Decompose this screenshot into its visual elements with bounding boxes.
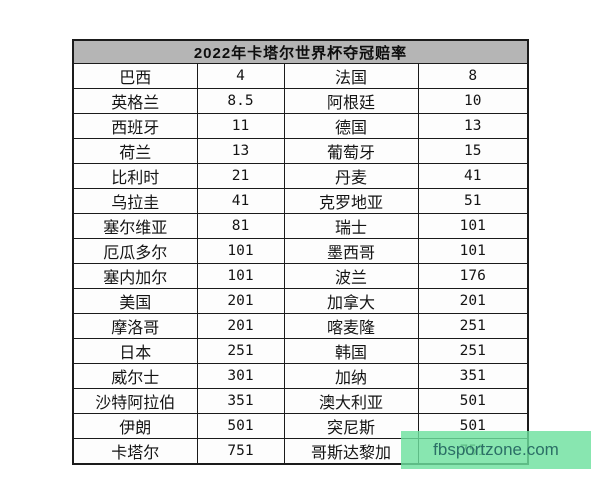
table-row: 比利时 21 丹麦 41	[72, 163, 529, 189]
team-cell: 英格兰	[72, 88, 198, 114]
team-cell: 喀麦隆	[283, 313, 419, 339]
team-cell: 沙特阿拉伯	[72, 388, 198, 414]
team-cell: 突尼斯	[283, 413, 419, 439]
odds-cell: 41	[196, 188, 285, 214]
team-cell: 德国	[283, 113, 419, 139]
table-row: 荷兰 13 葡萄牙 15	[72, 138, 529, 164]
team-cell: 荷兰	[72, 138, 198, 164]
team-cell: 哥斯达黎加	[283, 438, 419, 465]
odds-cell: 13	[417, 113, 529, 139]
odds-cell: 351	[196, 388, 285, 414]
odds-cell: 11	[196, 113, 285, 139]
odds-cell: 101	[196, 263, 285, 289]
odds-cell: 351	[417, 363, 529, 389]
odds-cell: 101	[196, 238, 285, 264]
table-row: 塞内加尔 101 波兰 176	[72, 263, 529, 289]
table-row: 摩洛哥 201 喀麦隆 251	[72, 313, 529, 339]
table-row: 乌拉圭 41 克罗地亚 51	[72, 188, 529, 214]
team-cell: 墨西哥	[283, 238, 419, 264]
table-body: 巴西 4 法国 8 英格兰 8.5 阿根廷 10 西班牙 11 德国 13 荷兰…	[72, 63, 529, 465]
table-row: 英格兰 8.5 阿根廷 10	[72, 88, 529, 114]
odds-cell: 41	[417, 163, 529, 189]
odds-cell: 21	[196, 163, 285, 189]
table-row: 威尔士 301 加纳 351	[72, 363, 529, 389]
title-row: 2022年卡塔尔世界杯夺冠赔率	[72, 39, 529, 64]
team-cell: 巴西	[72, 63, 198, 89]
table-row: 巴西 4 法国 8	[72, 63, 529, 89]
odds-cell: 101	[417, 238, 529, 264]
odds-cell: 8	[417, 63, 529, 89]
watermark-text: fbsportzone.com	[433, 440, 559, 459]
odds-cell: 251	[417, 313, 529, 339]
odds-cell: 101	[417, 213, 529, 239]
table-title: 2022年卡塔尔世界杯夺冠赔率	[72, 39, 529, 64]
team-cell: 阿根廷	[283, 88, 419, 114]
table-row: 伊朗 501 突尼斯 501	[72, 413, 529, 439]
team-cell: 比利时	[72, 163, 198, 189]
team-cell: 加拿大	[283, 288, 419, 314]
odds-cell: 8.5	[196, 88, 285, 114]
team-cell: 丹麦	[283, 163, 419, 189]
world-cup-odds-table: 2022年卡塔尔世界杯夺冠赔率 巴西 4 法国 8 英格兰 8.5 阿根廷 10…	[72, 39, 529, 465]
table-row: 美国 201 加拿大 201	[72, 288, 529, 314]
team-cell: 塞尔维亚	[72, 213, 198, 239]
odds-cell: 251	[196, 338, 285, 364]
team-cell: 韩国	[283, 338, 419, 364]
odds-cell: 751	[196, 438, 285, 465]
odds-cell: 13	[196, 138, 285, 164]
team-cell: 法国	[283, 63, 419, 89]
table-row: 沙特阿拉伯 351 澳大利亚 501	[72, 388, 529, 414]
odds-cell: 501	[417, 388, 529, 414]
watermark-badge: fbsportzone.com	[401, 431, 591, 469]
team-cell: 日本	[72, 338, 198, 364]
team-cell: 克罗地亚	[283, 188, 419, 214]
odds-cell: 201	[196, 313, 285, 339]
team-cell: 波兰	[283, 263, 419, 289]
team-cell: 西班牙	[72, 113, 198, 139]
table-row: 西班牙 11 德国 13	[72, 113, 529, 139]
team-cell: 瑞士	[283, 213, 419, 239]
table-row: 塞尔维亚 81 瑞士 101	[72, 213, 529, 239]
odds-cell: 201	[196, 288, 285, 314]
team-cell: 伊朗	[72, 413, 198, 439]
team-cell: 澳大利亚	[283, 388, 419, 414]
odds-cell: 201	[417, 288, 529, 314]
odds-cell: 10	[417, 88, 529, 114]
odds-cell: 251	[417, 338, 529, 364]
odds-cell: 81	[196, 213, 285, 239]
odds-cell: 51	[417, 188, 529, 214]
odds-cell: 4	[196, 63, 285, 89]
odds-cell: 176	[417, 263, 529, 289]
team-cell: 乌拉圭	[72, 188, 198, 214]
team-cell: 摩洛哥	[72, 313, 198, 339]
team-cell: 塞内加尔	[72, 263, 198, 289]
team-cell: 卡塔尔	[72, 438, 198, 465]
table-row: 日本 251 韩国 251	[72, 338, 529, 364]
team-cell: 加纳	[283, 363, 419, 389]
team-cell: 威尔士	[72, 363, 198, 389]
odds-cell: 15	[417, 138, 529, 164]
team-cell: 葡萄牙	[283, 138, 419, 164]
table-row: 厄瓜多尔 101 墨西哥 101	[72, 238, 529, 264]
team-cell: 厄瓜多尔	[72, 238, 198, 264]
team-cell: 美国	[72, 288, 198, 314]
odds-cell: 301	[196, 363, 285, 389]
odds-cell: 501	[196, 413, 285, 439]
